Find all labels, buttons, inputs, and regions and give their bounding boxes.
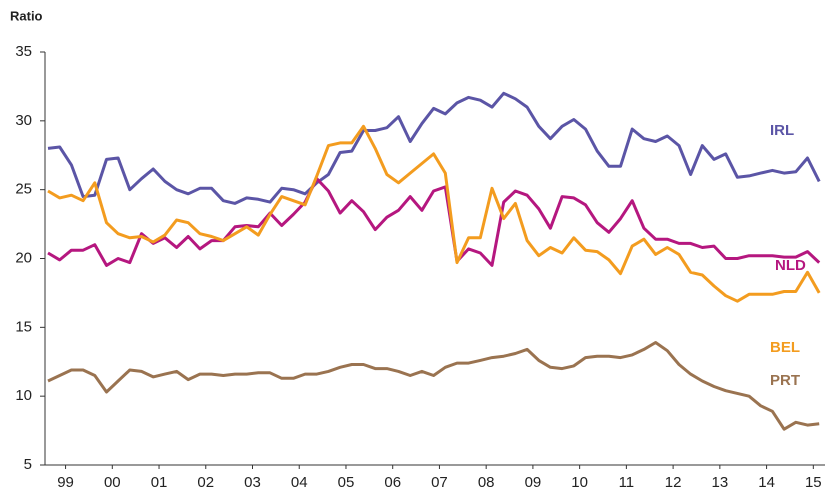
x-tick-label: 13	[712, 474, 729, 491]
y-tick-label: 5	[24, 456, 32, 473]
y-tick-label: 10	[15, 387, 32, 404]
x-tick-label: 15	[805, 474, 822, 491]
series-line	[47, 177, 821, 267]
x-tick-label: 06	[384, 474, 401, 491]
x-tick-label: 07	[431, 474, 448, 491]
x-tick-label: 99	[57, 474, 74, 491]
x-tick-label: 09	[525, 474, 542, 491]
x-tick-label: 03	[244, 474, 261, 491]
y-tick-label: 30	[15, 112, 32, 129]
x-tick-label: 08	[478, 474, 495, 491]
x-tick-label: 02	[197, 474, 214, 491]
series-label: IRL	[770, 122, 794, 139]
y-axis-label: Ratio	[10, 8, 43, 23]
series-label: BEL	[770, 339, 800, 356]
series-line	[47, 124, 821, 303]
x-tick-label: 14	[758, 474, 775, 491]
x-tick-label: 04	[291, 474, 308, 491]
series-line	[47, 91, 821, 205]
x-tick-label: 05	[338, 474, 355, 491]
y-tick-label: 35	[15, 43, 32, 60]
y-tick-label: 15	[15, 318, 32, 335]
series-label: NLD	[775, 257, 806, 274]
series-label: PRT	[770, 372, 800, 389]
x-tick-label: 11	[619, 474, 635, 491]
y-tick-label: 25	[15, 181, 32, 198]
x-tick-label: 00	[104, 474, 121, 491]
x-tick-label: 10	[571, 474, 588, 491]
y-tick-label: 20	[15, 249, 32, 266]
x-tick-label: 01	[151, 474, 168, 491]
series-line	[47, 341, 820, 431]
x-tick-label: 12	[665, 474, 682, 491]
